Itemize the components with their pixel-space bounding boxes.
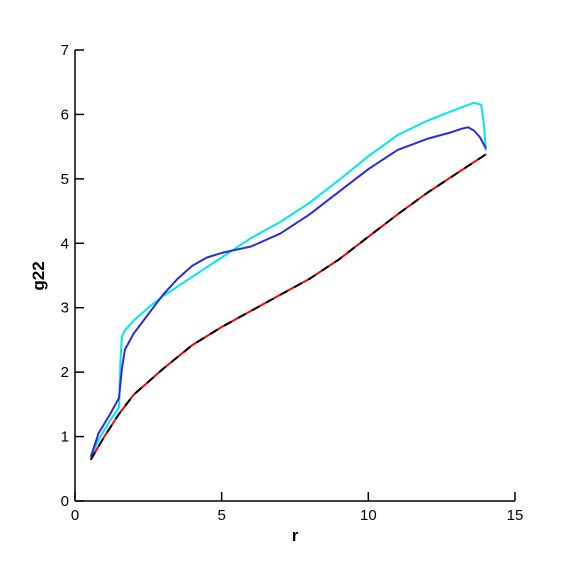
series-line-4 xyxy=(90,153,487,461)
x-axis-title: r xyxy=(292,526,299,545)
series-line-2 xyxy=(90,126,487,457)
ticks-layer: 0 5 10 15 0 1 2 3 4 5 6 7 xyxy=(61,42,524,524)
y-tick-label: 1 xyxy=(61,429,69,446)
y-axis-title: g22 xyxy=(29,261,48,290)
x-tick-label: 0 xyxy=(71,507,79,524)
y-tick-label: 6 xyxy=(61,106,69,123)
y-tick-label: 2 xyxy=(61,364,69,381)
axes-layer xyxy=(74,50,515,502)
y-tick-label: 3 xyxy=(61,300,69,317)
y-tick-label: 4 xyxy=(61,235,69,252)
x-tick-label: 5 xyxy=(217,507,225,524)
y-tick-label: 5 xyxy=(61,171,69,188)
y-tick-label: 7 xyxy=(61,42,69,59)
x-tick-label: 15 xyxy=(507,507,524,524)
y-tick-label: 0 xyxy=(61,493,69,510)
series-line-1 xyxy=(90,101,487,459)
x-tick-label: 10 xyxy=(360,507,377,524)
series-layer xyxy=(90,101,487,461)
